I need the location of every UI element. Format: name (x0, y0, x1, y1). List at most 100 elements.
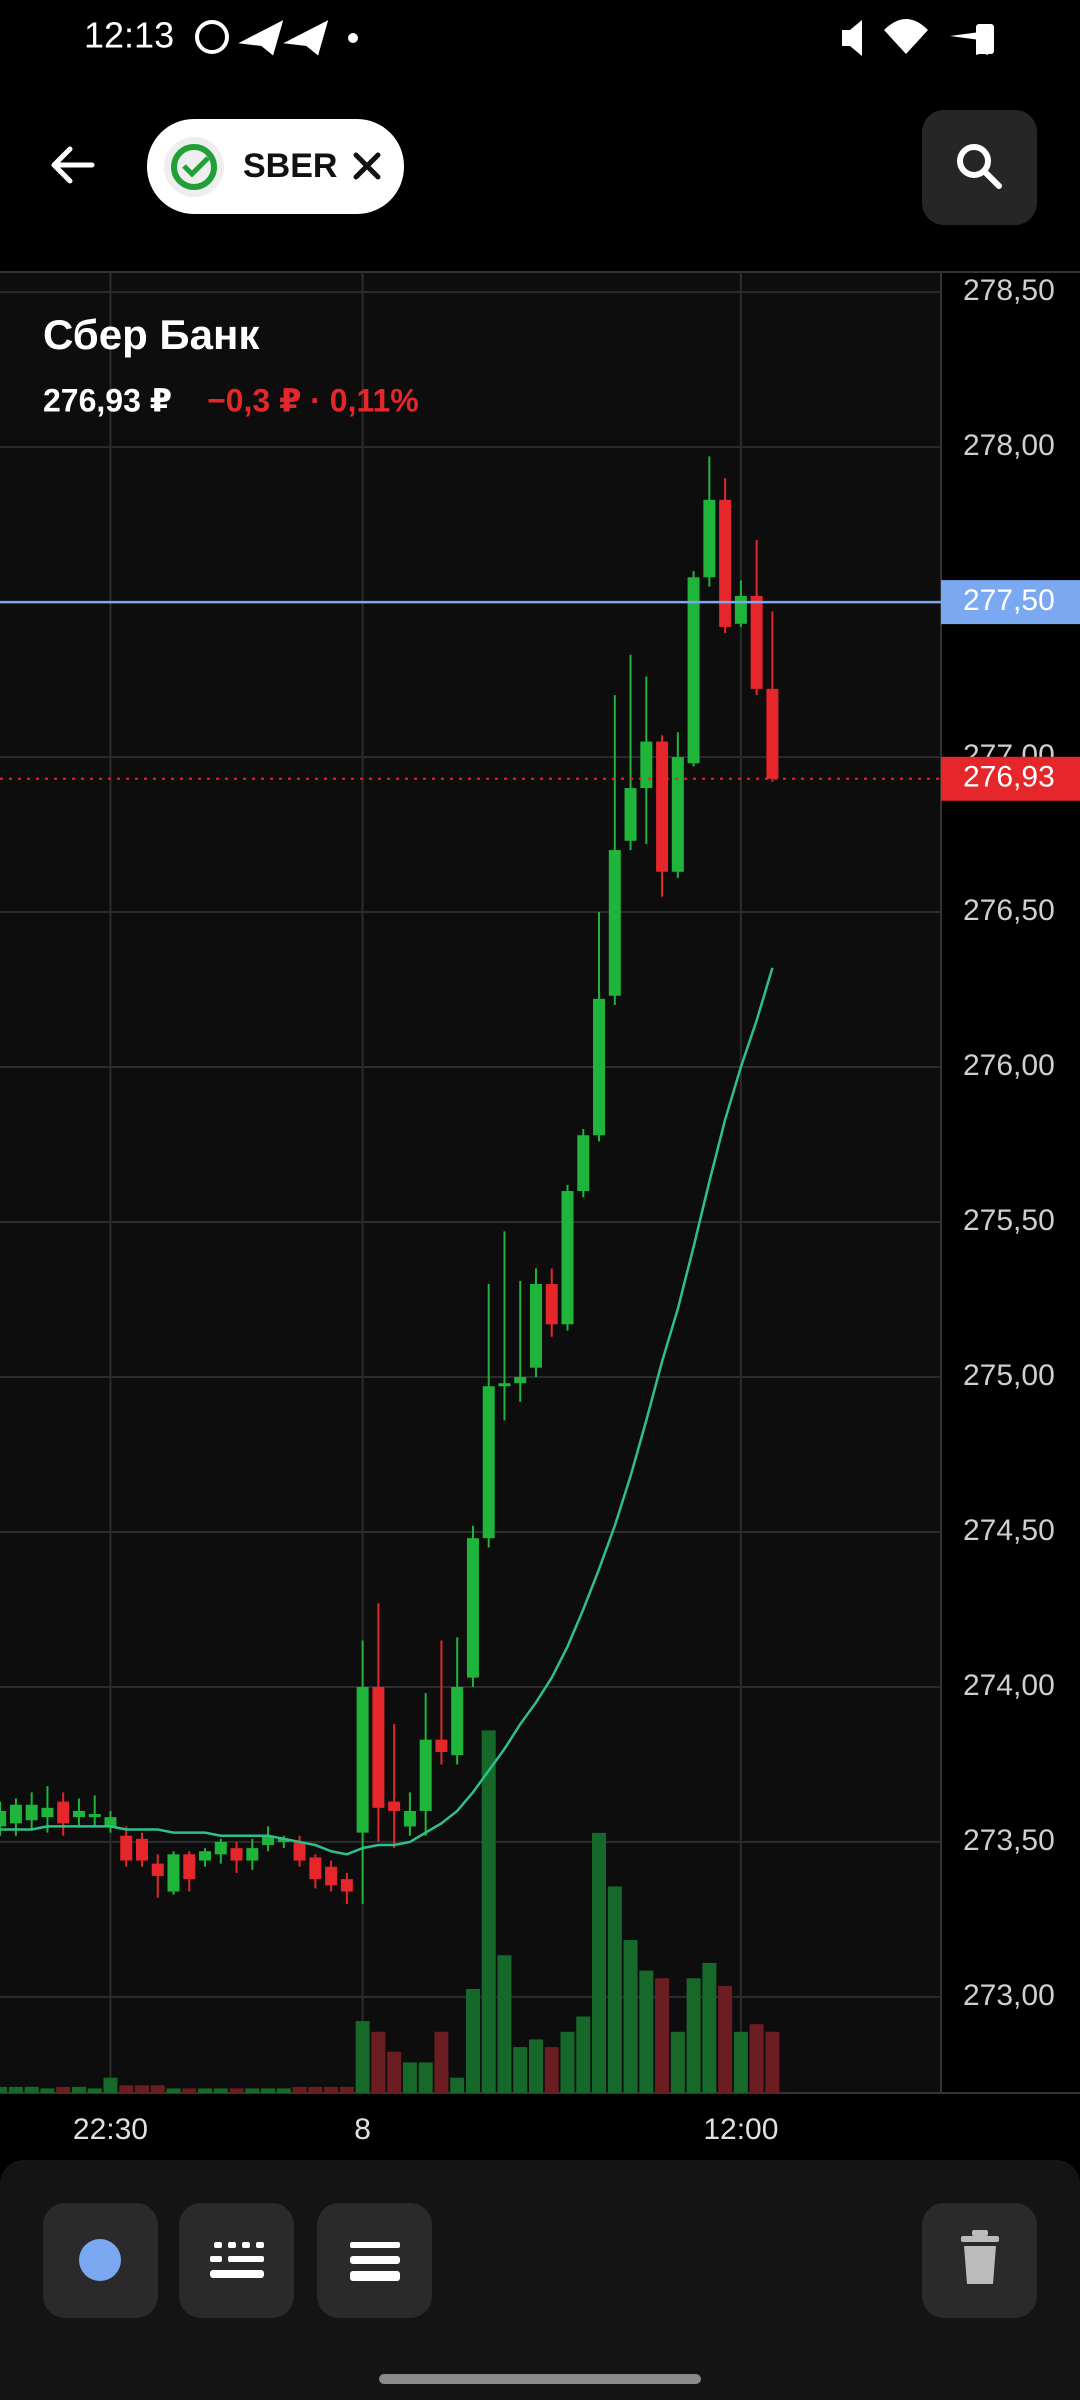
y-tick-label: 273,00 (963, 1979, 1055, 2012)
telegram-icon (283, 20, 329, 56)
home-indicator (379, 2374, 701, 2384)
candle-body (624, 788, 637, 841)
volume-bar (623, 1940, 638, 2093)
candle-body (435, 1739, 448, 1753)
wifi-icon (884, 19, 928, 54)
candle-body (687, 577, 700, 764)
last-price-box (941, 756, 1080, 801)
status-icons-right (842, 19, 994, 56)
trash-icon (961, 2230, 999, 2284)
y-tick-label: 276,00 (963, 1049, 1055, 1082)
candle-body (451, 1686, 464, 1756)
candle-body (703, 499, 716, 578)
candle-body (151, 1863, 164, 1877)
y-tick-label: 275,00 (963, 1359, 1055, 1392)
candle-body (719, 499, 732, 627)
volume-bar (87, 2088, 102, 2093)
candle-body (214, 1841, 227, 1855)
line-width-icon (350, 2242, 400, 2281)
volume-bar (450, 2077, 465, 2093)
volume-bar (655, 1978, 670, 2093)
candle-body (466, 1538, 479, 1678)
volume-bar (229, 2088, 244, 2093)
volume-bar (40, 2088, 55, 2093)
candle-body (230, 1848, 243, 1861)
volume-bar (576, 2016, 591, 2093)
candle-body (309, 1857, 322, 1880)
plot-background (0, 272, 941, 2093)
candle-body (167, 1854, 180, 1892)
x-tick-label: 8 (354, 2113, 371, 2146)
candle-body (135, 1838, 148, 1861)
candle-body (41, 1807, 54, 1818)
level-label-box (941, 580, 1080, 625)
candle-body (277, 1838, 290, 1842)
candle-body (372, 1686, 385, 1808)
x-tick-label: 22:30 (73, 2113, 148, 2146)
volume-bar (292, 2086, 307, 2093)
volume-bar (749, 2024, 764, 2093)
chart-title: Сбер Банк (43, 311, 260, 358)
volume-bar (213, 2088, 228, 2093)
candle-body (640, 741, 653, 789)
volume-bar (134, 2085, 149, 2093)
candle-body (514, 1376, 527, 1384)
volume-bar (639, 1970, 654, 2093)
current-price: 276,93 ₽ (43, 382, 172, 418)
volume-bar (103, 2077, 118, 2093)
status-time: 12:13 (84, 15, 174, 56)
volume-bar (465, 1988, 480, 2093)
ticker-symbol: SBER (243, 147, 337, 185)
volume-bar (245, 2088, 260, 2093)
volume-bar (56, 2086, 71, 2093)
search-button[interactable] (922, 110, 1037, 225)
volume-bar (24, 2086, 39, 2093)
ticker-logo (171, 144, 217, 190)
back-button[interactable] (51, 146, 95, 184)
volume-bar (765, 2031, 780, 2093)
ticker-remove[interactable] (353, 152, 381, 180)
y-tick-label: 274,50 (963, 1514, 1055, 1547)
line-style-icon (210, 2242, 264, 2278)
candle-body (577, 1135, 590, 1192)
candle-body (0, 1810, 7, 1827)
whatsapp-icon (195, 20, 229, 54)
candle-body (104, 1817, 117, 1827)
last-price-label: 276,93 (963, 761, 1055, 794)
candle-body (419, 1739, 432, 1811)
volume-bar (371, 2031, 386, 2093)
battery-icon (976, 24, 994, 54)
candle-body (356, 1686, 369, 1833)
candle-body (199, 1851, 212, 1861)
volume-bar (560, 2031, 575, 2093)
volume-bar (718, 1985, 733, 2093)
candle-body (340, 1879, 353, 1892)
candle-body (262, 1835, 275, 1846)
volume-bar (324, 2086, 339, 2093)
chart: 273,00 273,50 274,00 274,50 275,00 275,50 276,… (0, 271, 1080, 2146)
volume-bar (418, 2062, 433, 2093)
volume-bar (733, 2031, 748, 2093)
volume-bar (8, 2086, 23, 2093)
candle-body (9, 1804, 22, 1824)
telegram-icon (238, 20, 284, 56)
y-tick-label: 278,00 (963, 429, 1055, 462)
candle-body (246, 1848, 259, 1861)
search-icon (957, 144, 1002, 189)
candle-body (656, 741, 669, 872)
volume-bar (276, 2088, 291, 2093)
volume-bar (670, 2031, 685, 2093)
volume-bar (0, 2086, 8, 2093)
volume-bar (71, 2086, 86, 2093)
volume-bar (528, 2039, 543, 2093)
candle-body (183, 1854, 196, 1880)
volume-bar (166, 2088, 181, 2093)
candle-body (72, 1810, 85, 1818)
volume-bar (150, 2085, 165, 2093)
volume-bar (402, 2062, 417, 2093)
volume-bar (592, 1832, 607, 2093)
candle-body (750, 595, 763, 689)
status-icons-left (195, 20, 358, 56)
